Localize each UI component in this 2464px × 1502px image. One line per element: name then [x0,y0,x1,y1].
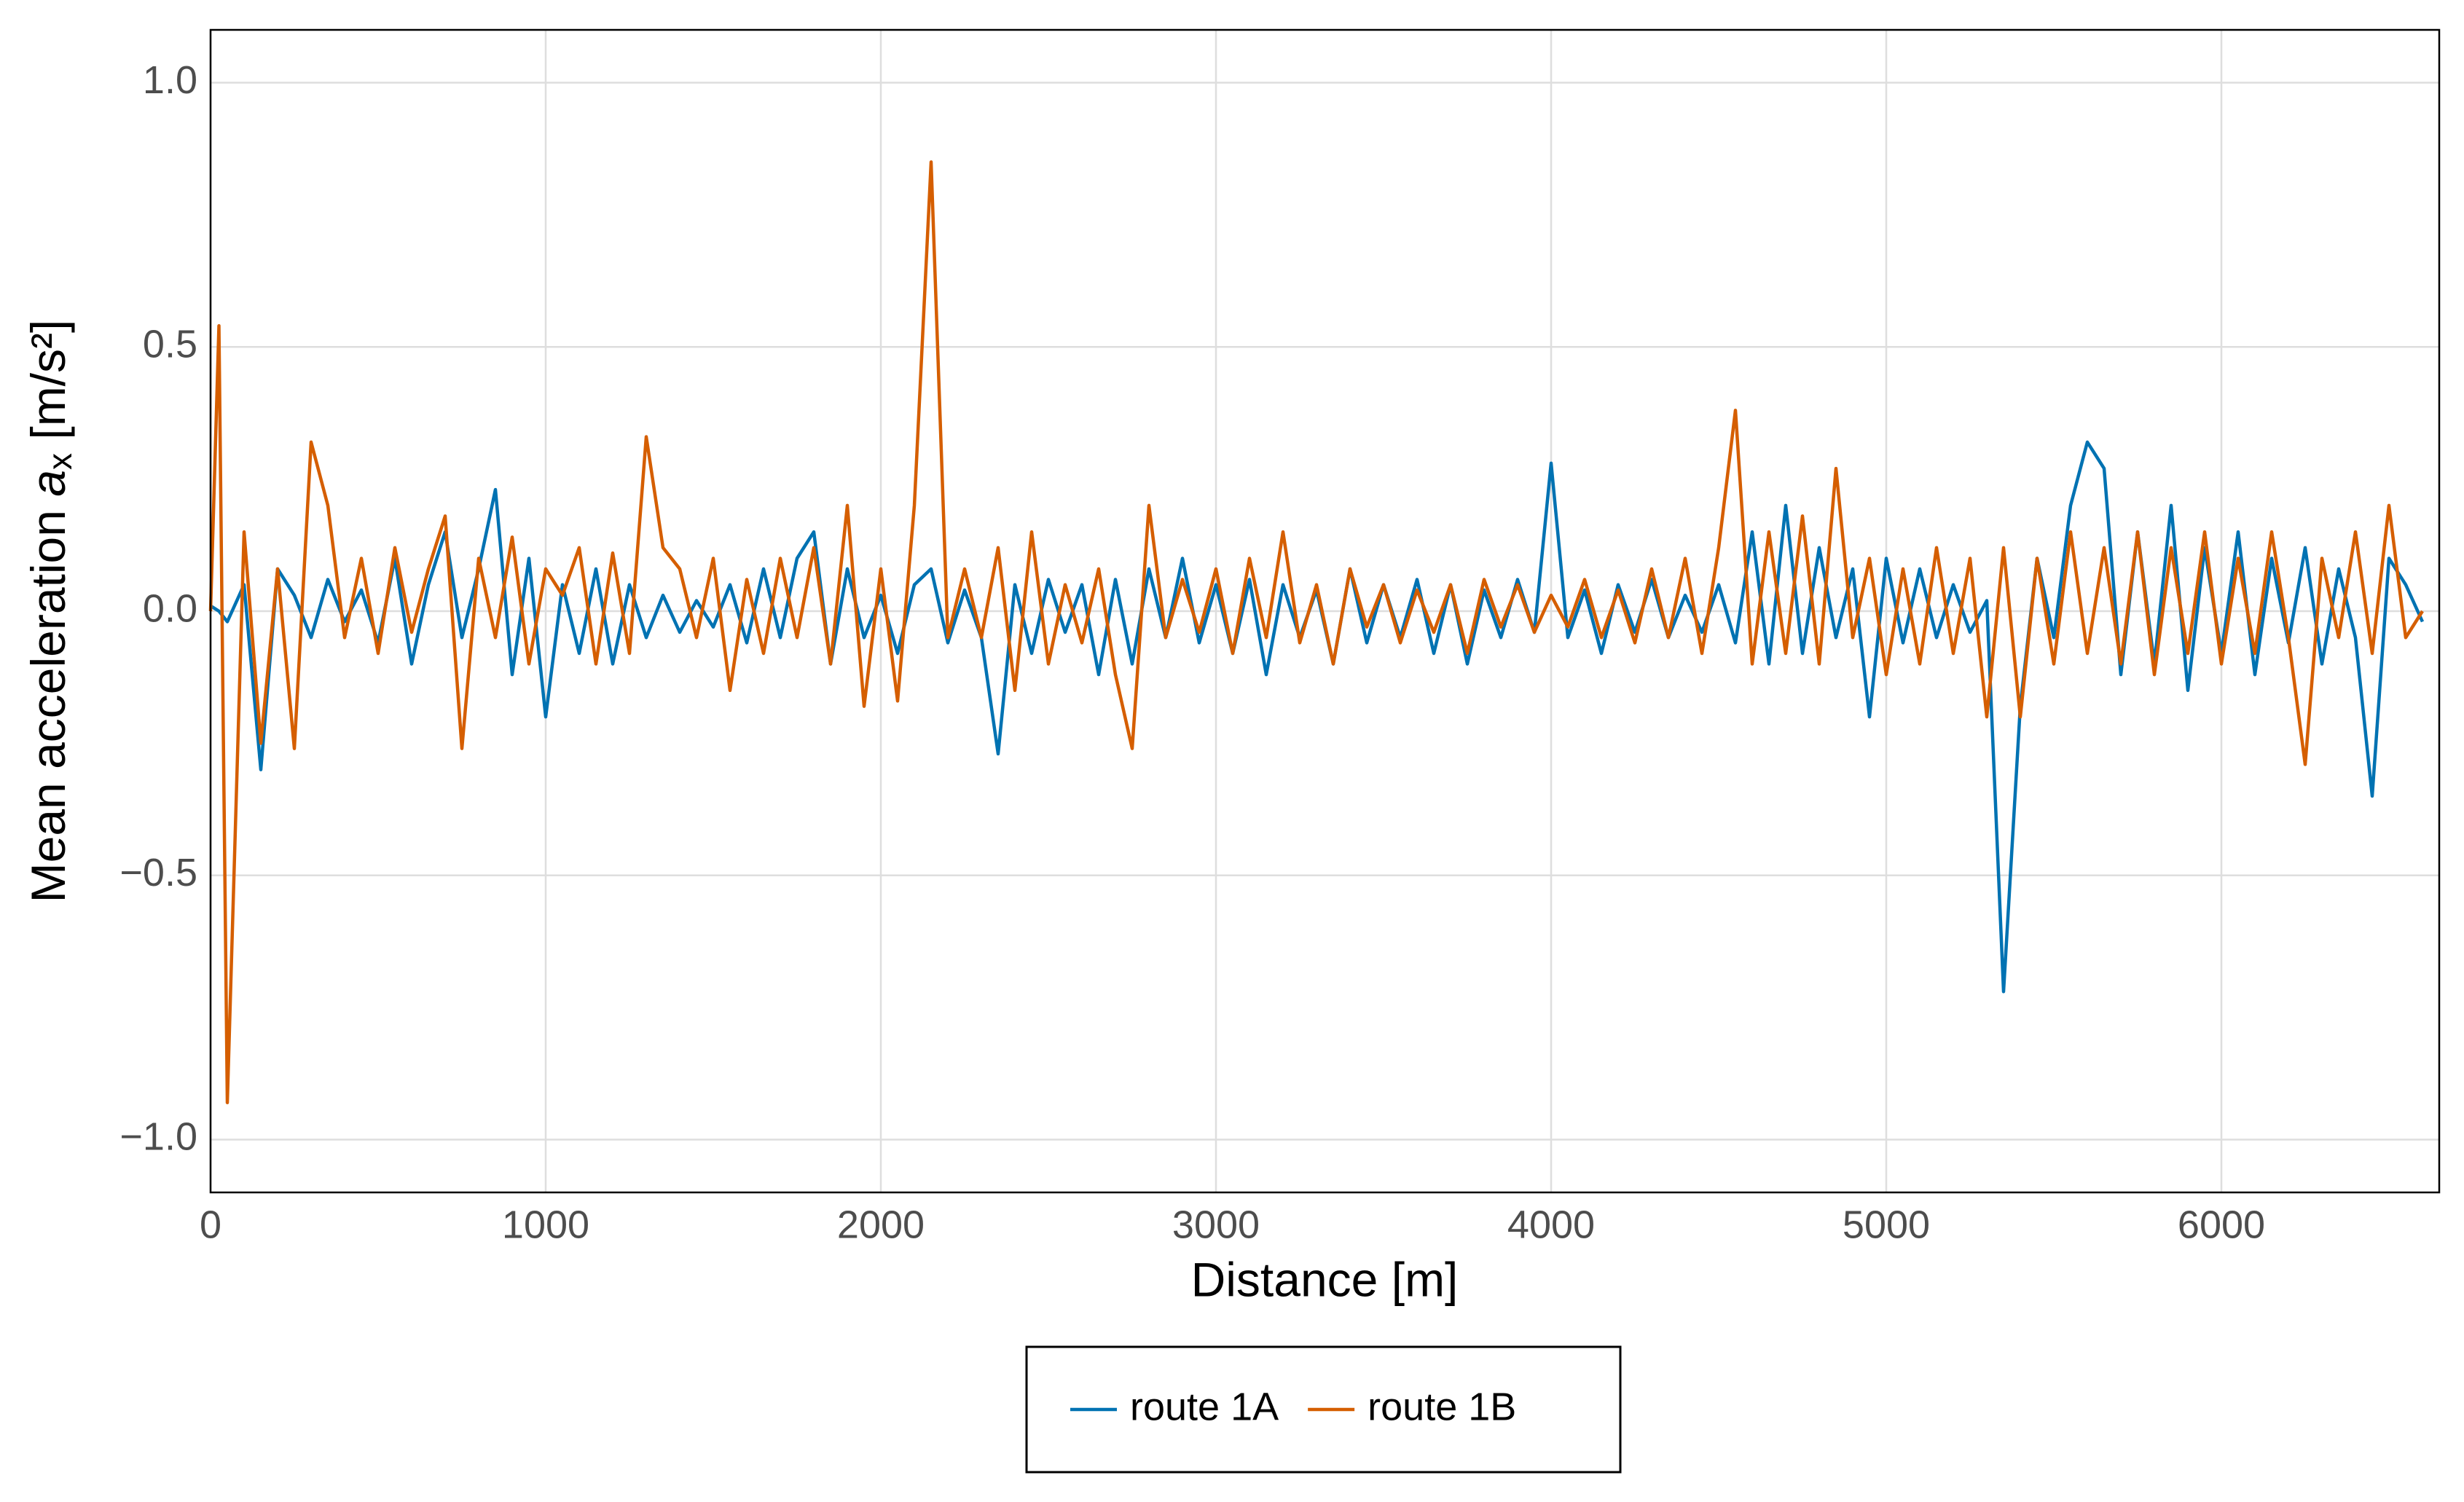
legend-label: route 1A [1130,1385,1279,1428]
x-tick-label: 1000 [502,1203,589,1246]
y-tick-label: 0.0 [143,586,197,630]
legend: route 1A route 1B [1025,1345,1622,1474]
x-tick-label: 6000 [2178,1203,2265,1246]
x-tick-label: 5000 [1843,1203,1930,1246]
y-axis-title-part: a [21,470,75,497]
line-series [208,160,2424,1104]
x-axis-title: Distance [m] [1191,1252,1459,1306]
y-axis-title-part: Mean acceleration [21,497,75,903]
x-tick-label: 0 [200,1203,221,1246]
x-tick-label: 3000 [1172,1203,1260,1246]
legend-label: route 1B [1368,1385,1516,1428]
y-tick-label: 1.0 [143,58,197,102]
y-axis-title-part: [m/s²] [21,320,75,453]
y-tick-label: −1.0 [119,1115,197,1159]
x-tick-label: 2000 [837,1203,925,1246]
line-series [209,440,2425,994]
y-axis-title-part: x [41,453,79,470]
y-tick-label: −0.5 [119,851,197,894]
x-tick-label: 4000 [1507,1203,1595,1246]
y-axis-title: Mean acceleration ax [m/s²] [21,320,79,903]
y-tick-label: 0.5 [143,323,197,366]
plot-border [209,28,2441,1194]
